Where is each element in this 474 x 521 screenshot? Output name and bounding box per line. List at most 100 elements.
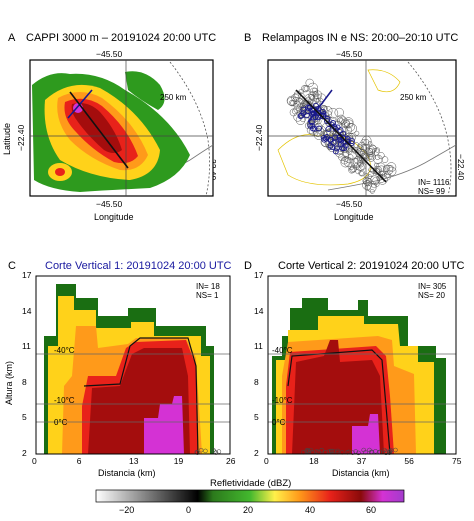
lightning-in-marker bbox=[361, 135, 372, 146]
panel-a-xlabel: Longitude bbox=[94, 212, 134, 222]
panel-d-magenta bbox=[352, 414, 380, 454]
lightning-in-marker bbox=[290, 100, 297, 107]
lightning-in-marker bbox=[354, 130, 360, 136]
lightning-in-marker bbox=[308, 90, 319, 101]
panel-b-title: Relampagos IN e NS: 20:00–20:10 UTC bbox=[262, 32, 459, 44]
panel-b-bottom-lon: −45.50 bbox=[336, 199, 363, 209]
panel-d-y-tick-5: 5 bbox=[254, 412, 259, 423]
lightning-in-marker bbox=[303, 86, 309, 91]
colorbar-tick-2: 0 bbox=[186, 505, 192, 515]
panel-c-frame bbox=[35, 275, 231, 455]
panel-d-legend-in: IN= 305 bbox=[418, 282, 447, 291]
lightning-in-marker bbox=[312, 93, 322, 103]
panel-a-range-ring bbox=[169, 61, 210, 197]
panel-c-contour bbox=[83, 337, 199, 455]
panel-b-legend-in: IN= 1116 bbox=[418, 178, 450, 187]
panel-c-y-tick-14: 14 bbox=[22, 305, 32, 316]
panel-c-magenta bbox=[144, 396, 184, 454]
panel-d-y-tick-8: 8 bbox=[254, 376, 259, 387]
panel-c-x-tick-19: 19 bbox=[173, 456, 184, 466]
lightning-in-marker bbox=[374, 147, 380, 153]
lightning-ns-marker bbox=[341, 145, 348, 152]
panel-b-section-2 bbox=[295, 89, 387, 183]
colorbar-tick-1: −20 bbox=[119, 505, 135, 515]
lightning-in-marker bbox=[356, 160, 364, 167]
colorbar-tick-3: 20 bbox=[243, 505, 254, 515]
lightning-in-marker bbox=[358, 169, 365, 177]
section-d-flash bbox=[367, 447, 372, 453]
panel-c-x-tick-0: 0 bbox=[32, 456, 37, 466]
lightning-ns-marker bbox=[325, 126, 332, 133]
lightning-in-marker bbox=[360, 157, 367, 164]
panel-d-y-tick-2: 2 bbox=[254, 448, 259, 458]
panel-a-section-2 bbox=[69, 91, 129, 169]
lightning-ns-marker bbox=[309, 122, 316, 129]
lightning-in-marker bbox=[366, 178, 373, 184]
lightning-in-marker bbox=[363, 177, 372, 187]
lightning-ns-marker bbox=[330, 139, 337, 146]
lightning-in-marker bbox=[305, 78, 314, 88]
lightning-in-marker bbox=[356, 142, 367, 153]
lightning-in-marker bbox=[313, 128, 323, 137]
lightning-in-marker bbox=[364, 179, 371, 186]
panel-a-bottom-lon: −45.50 bbox=[96, 199, 123, 209]
section-d-flash bbox=[393, 447, 398, 453]
lightning-in-marker bbox=[312, 90, 319, 97]
lightning-in-marker bbox=[386, 162, 397, 172]
section-d-flash bbox=[331, 448, 336, 454]
panel-c-xlabel: Distancia (km) bbox=[98, 468, 156, 478]
lightning-in-marker bbox=[353, 158, 359, 163]
panel-b-right-lat: −22.40 bbox=[456, 154, 466, 181]
lightning-in-marker bbox=[334, 107, 344, 118]
colorbar-tick-5: 60 bbox=[366, 505, 377, 515]
lightning-ns-marker bbox=[298, 112, 305, 119]
lightning-in-marker bbox=[355, 168, 361, 175]
lightning-in-marker bbox=[353, 142, 360, 148]
panel-c-x-tick-13: 13 bbox=[129, 456, 139, 466]
panel-b-map: 250 km bbox=[267, 59, 457, 197]
lightning-in-marker bbox=[366, 151, 376, 162]
section-c-flash bbox=[198, 447, 204, 453]
panel-a-letter: A bbox=[8, 32, 16, 44]
panel-c-plot: -40°C -10°C 0°C bbox=[35, 275, 231, 455]
panel-a-map: 250 km bbox=[29, 59, 214, 197]
section-d-flash bbox=[383, 449, 389, 454]
section-d-flash bbox=[356, 450, 361, 456]
lightning-in-marker bbox=[377, 174, 388, 185]
lightning-ns-marker bbox=[311, 110, 318, 117]
lightning-in-marker bbox=[298, 88, 304, 95]
panel-d-y-tick-17: 17 bbox=[254, 270, 264, 280]
section-d-flash bbox=[328, 448, 334, 454]
lightning-in-marker bbox=[317, 128, 325, 135]
lightning-in-marker bbox=[359, 170, 364, 176]
colorbar-tick-4: 40 bbox=[305, 505, 316, 515]
lightning-in-marker bbox=[307, 82, 318, 94]
lightning-in-marker bbox=[376, 165, 387, 176]
lightning-in-marker bbox=[299, 99, 305, 105]
lightning-ns-marker bbox=[340, 135, 347, 142]
panel-c-y-tick-5: 5 bbox=[22, 412, 27, 423]
panel-c-x-tick-6: 6 bbox=[76, 456, 82, 466]
panel-d-x-tick-18: 18 bbox=[309, 456, 319, 466]
lightning-in-marker bbox=[311, 98, 321, 107]
lightning-in-marker bbox=[373, 154, 383, 164]
lightning-in-marker bbox=[344, 126, 353, 134]
lightning-in-marker bbox=[367, 144, 377, 154]
lightning-in-marker bbox=[343, 157, 354, 168]
section-d-flash bbox=[308, 447, 314, 453]
lightning-in-marker bbox=[357, 160, 365, 168]
panel-b-range-ring bbox=[407, 61, 452, 197]
section-c-flash bbox=[203, 448, 208, 454]
panel-c-y-tick-2: 2 bbox=[22, 448, 27, 458]
panel-d-plot: -40°C -10°C 0°C bbox=[267, 275, 457, 456]
panel-c-isotherm-10-label: -10°C bbox=[54, 396, 75, 405]
lightning-in-marker bbox=[293, 100, 301, 109]
panel-d-title: Corte Vertical 2: 20191024 20:00 UTC bbox=[278, 260, 465, 272]
lightning-in-marker bbox=[387, 164, 394, 171]
panel-b-contour-yellow-2 bbox=[367, 69, 401, 93]
panel-c-x-tick-26: 26 bbox=[226, 456, 236, 466]
panel-a-small-cell-core bbox=[55, 168, 65, 176]
panel-a-ylabel: Latitude bbox=[2, 122, 12, 155]
panel-d-darkred bbox=[292, 340, 384, 454]
panel-d-xlabel: Distancia (km) bbox=[332, 468, 390, 478]
